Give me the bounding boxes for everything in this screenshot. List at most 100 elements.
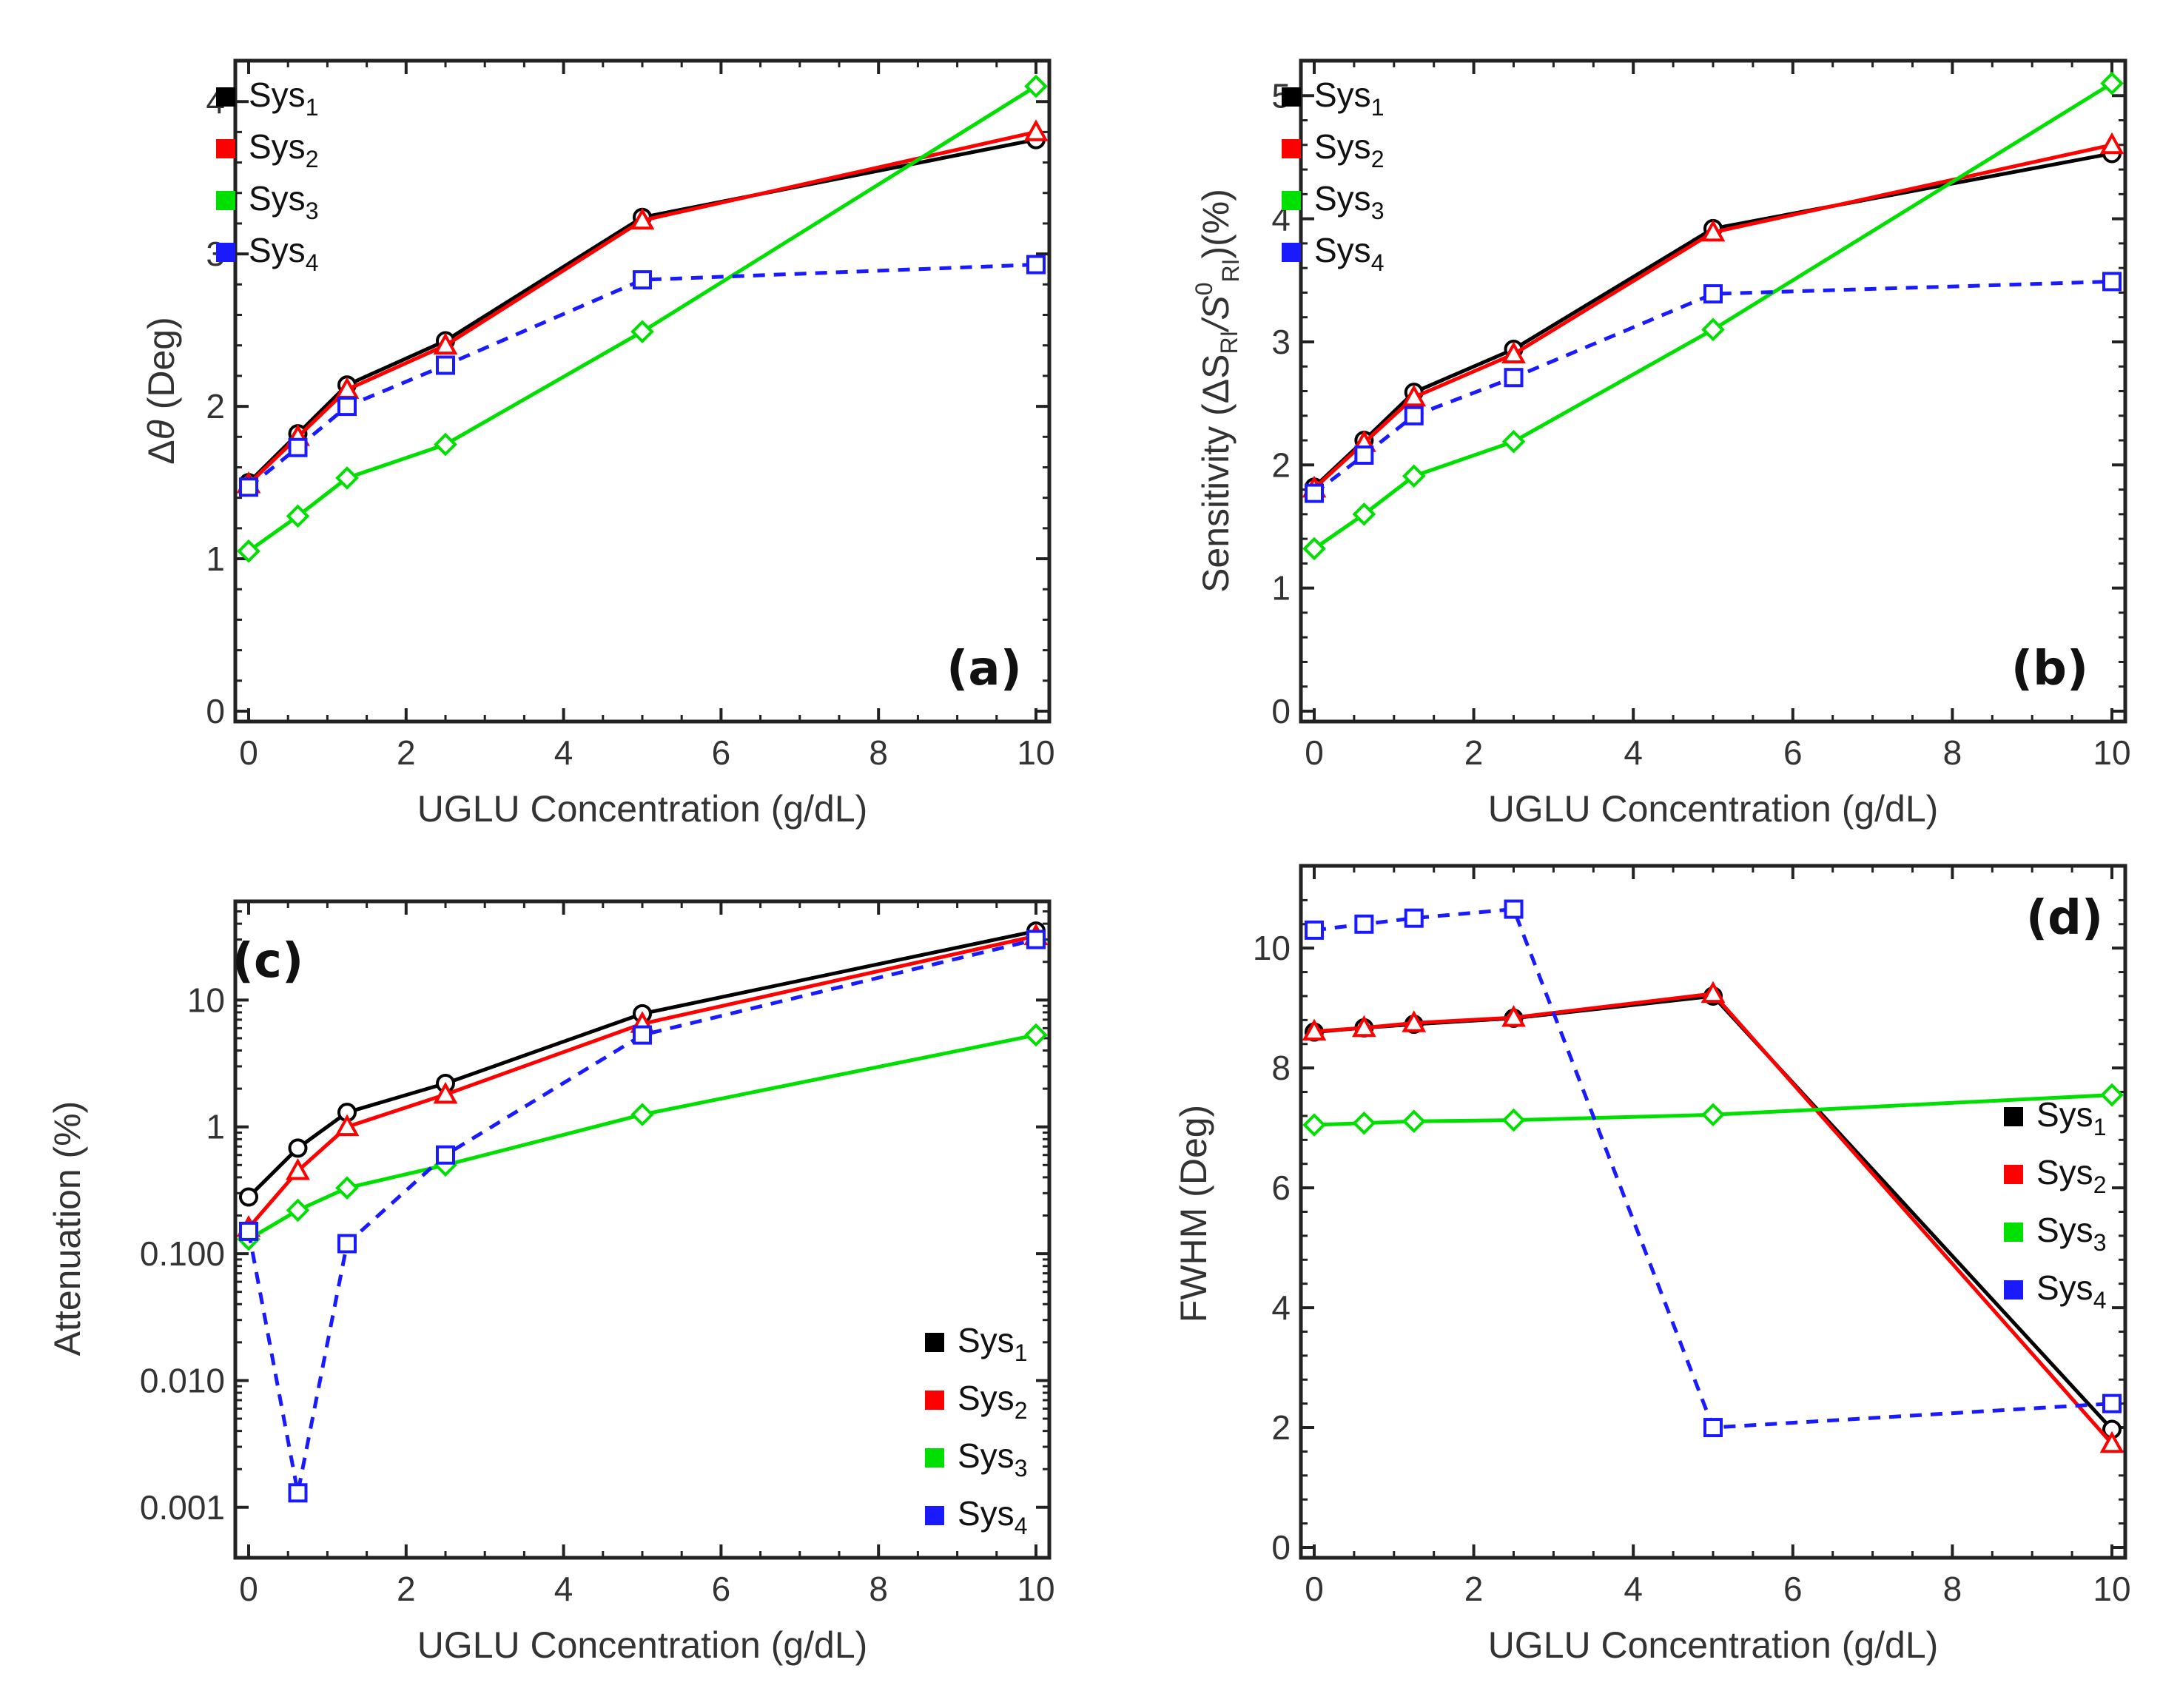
x-tick-label: 0 — [1305, 733, 1324, 772]
legend-swatch — [2004, 1280, 2023, 1300]
y-title-main: Sensitivity (ΔS — [1195, 354, 1237, 593]
y-tick-label: 8 — [1271, 1049, 1291, 1087]
x-tick-label: 6 — [712, 1570, 731, 1608]
legend-swatch — [216, 87, 235, 107]
panel-label: (a) — [946, 642, 1022, 696]
data-point — [433, 1081, 458, 1104]
legend-name: Sys — [249, 75, 306, 114]
data-point — [2099, 132, 2125, 155]
x-tick-label: 2 — [1464, 733, 1484, 772]
x-tick-label: 0 — [239, 1570, 258, 1608]
legend-label: Sys1 — [1314, 75, 1384, 121]
y-tick-label: 0 — [1271, 692, 1291, 730]
data-point — [1404, 908, 1424, 928]
x-tick-label: 0 — [239, 733, 258, 772]
series-line — [247, 130, 1037, 485]
data-point — [288, 1483, 308, 1503]
y-title-delta: Δ — [141, 440, 182, 464]
legend-swatch — [2004, 1165, 2023, 1184]
legend-name: Sys — [958, 1321, 1015, 1359]
y-tick-label: 1 — [206, 539, 225, 578]
legend-subscript: 3 — [1371, 198, 1385, 224]
panel-label: (c) — [232, 934, 303, 989]
x-tick-label: 4 — [554, 1570, 573, 1608]
data-point — [2102, 1393, 2122, 1413]
x-axis-title: UGLU Concentration (g/dL) — [417, 788, 868, 830]
y-tick-label: 0 — [1271, 1528, 1291, 1567]
data-point — [2102, 272, 2122, 292]
y-title-mid: /S — [1195, 295, 1237, 332]
data-point — [630, 207, 655, 230]
legend-label: Sys3 — [249, 179, 318, 224]
data-point — [436, 355, 455, 375]
x-tick-label: 8 — [1943, 733, 1962, 772]
y-title-end: )(%) — [1195, 189, 1237, 258]
legend-name: Sys — [2036, 1268, 2093, 1307]
y-title-theta: θ — [141, 420, 182, 440]
y-title-sub1: RI — [1216, 331, 1242, 354]
y-tick-label: 3 — [1271, 323, 1291, 361]
x-tick-label: 2 — [397, 1570, 416, 1608]
data-point — [1302, 537, 1326, 561]
plot-frame — [1299, 864, 2127, 1560]
data-point — [1404, 406, 1424, 426]
data-point — [1024, 1023, 1048, 1047]
legend-swatch — [1282, 139, 1301, 158]
series-sys4 — [1305, 272, 2122, 503]
y-axis-title: Attenuation (%) — [47, 1101, 88, 1356]
legend-subscript: 3 — [306, 198, 319, 224]
y-tick-label: 10 — [1253, 929, 1291, 967]
data-point — [1501, 429, 1526, 454]
legend-label: Sys2 — [958, 1379, 1027, 1424]
y-axis-title: Sensitivity (ΔSRI/S0RI)(%) — [1191, 189, 1244, 593]
data-point — [286, 504, 310, 528]
data-point — [1402, 464, 1426, 488]
legend-swatch — [2004, 1223, 2023, 1242]
legend-subscript: 1 — [1371, 94, 1385, 121]
x-tick-label: 2 — [397, 733, 416, 772]
legend-name: Sys — [1314, 127, 1371, 166]
series-line — [247, 934, 1037, 1229]
y-tick-label: 2 — [206, 387, 225, 426]
series-sys1 — [1305, 986, 2122, 1439]
series-line — [247, 929, 1037, 1199]
series-line — [247, 1033, 1037, 1241]
legend-name: Sys — [249, 179, 306, 218]
chart-panel-a: 0 2 4 6 8 10 0 1 2 3 4 UGLU Concentration (g/dL) Δθ … — [141, 58, 1055, 830]
data-point — [334, 1114, 360, 1137]
x-axis-title: UGLU Concentration (g/dL) — [417, 1624, 868, 1666]
data-point — [1302, 1018, 1327, 1041]
legend-swatch — [216, 191, 235, 210]
legend-name: Sys — [249, 127, 306, 166]
y-title-sub2: RI — [1217, 259, 1244, 283]
x-tick-label: 4 — [554, 733, 573, 772]
legend-name: Sys — [249, 231, 306, 269]
y-tick-label: 2 — [1271, 1408, 1291, 1447]
legend-label: Sys4 — [249, 231, 318, 276]
data-point — [1351, 1015, 1376, 1038]
legend-label: Sys2 — [249, 127, 318, 172]
chart-panel-c: 0 2 4 6 8 10 0.001 0.010 0.100 1 10 UGLU Concentrat… — [47, 899, 1055, 1666]
legend-label: Sys1 — [958, 1321, 1027, 1366]
data-point — [633, 270, 652, 290]
y-tick-label: 4 — [1271, 1288, 1291, 1327]
series-line — [1313, 81, 2113, 551]
data-point — [1352, 502, 1376, 526]
legend-label: Sys1 — [249, 75, 318, 121]
data-point — [286, 1198, 310, 1223]
legend-subscript: 4 — [306, 249, 319, 276]
series-sys4 — [1305, 899, 2122, 1438]
y-tick-label: 0.100 — [140, 1234, 225, 1273]
x-tick-label: 2 — [1464, 1570, 1484, 1608]
legend-subscript: 1 — [1015, 1339, 1028, 1366]
legend-swatch — [1282, 87, 1301, 107]
legend-swatch — [925, 1448, 944, 1467]
series-sys2 — [1302, 132, 2125, 498]
data-point — [1352, 1111, 1376, 1135]
data-point — [1501, 1004, 1526, 1027]
series-sys3 — [1302, 71, 2124, 561]
legend-swatch — [216, 243, 235, 262]
data-point — [1402, 384, 1427, 407]
data-point — [1026, 929, 1046, 949]
legend-label: Sys1 — [2036, 1095, 2106, 1140]
